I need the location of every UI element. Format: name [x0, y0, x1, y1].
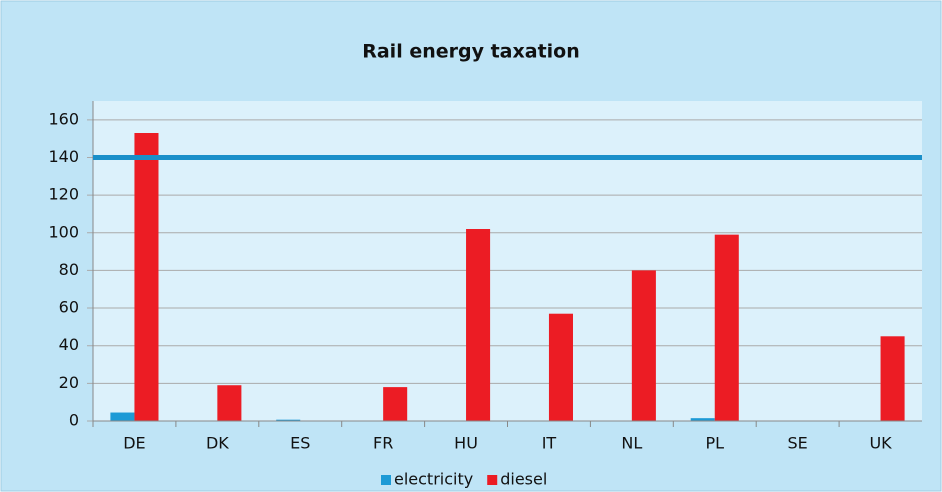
y-tick-label: 0	[69, 411, 79, 430]
x-tick-label: DK	[206, 434, 229, 453]
chart-title: Rail energy taxation	[362, 41, 580, 63]
legend-label: electricity	[394, 470, 473, 489]
bar	[548, 313, 573, 421]
bar	[383, 387, 408, 421]
x-tick-label: DE	[123, 434, 145, 453]
bar	[217, 385, 242, 421]
bar	[690, 418, 715, 421]
y-tick-label: 160	[48, 109, 79, 128]
x-tick-label: PL	[705, 434, 724, 453]
x-tick-label: FR	[373, 434, 393, 453]
y-tick-label: 60	[59, 298, 79, 317]
x-tick-label: IT	[542, 434, 557, 453]
bar	[466, 229, 491, 421]
legend-swatch	[487, 475, 498, 485]
y-tick-label: 80	[59, 260, 79, 279]
bar	[631, 270, 656, 421]
legend-label: diesel	[500, 470, 547, 489]
y-tick-label: 120	[48, 185, 79, 204]
legend-swatch	[381, 475, 391, 485]
x-tick-label: SE	[788, 434, 808, 453]
bar	[714, 234, 739, 421]
bar	[880, 336, 905, 421]
y-tick-label: 100	[48, 222, 79, 241]
y-tick-label: 20	[59, 373, 79, 392]
x-tick-label: UK	[869, 434, 892, 453]
bar	[276, 419, 301, 421]
bar	[110, 412, 135, 421]
x-tick-label: ES	[290, 434, 310, 453]
x-tick-label: NL	[621, 434, 642, 453]
x-tick-label: HU	[454, 434, 478, 453]
y-tick-label: 40	[59, 335, 79, 354]
plot-area	[93, 101, 922, 421]
bar	[134, 133, 159, 421]
y-tick-label: 140	[48, 147, 79, 166]
